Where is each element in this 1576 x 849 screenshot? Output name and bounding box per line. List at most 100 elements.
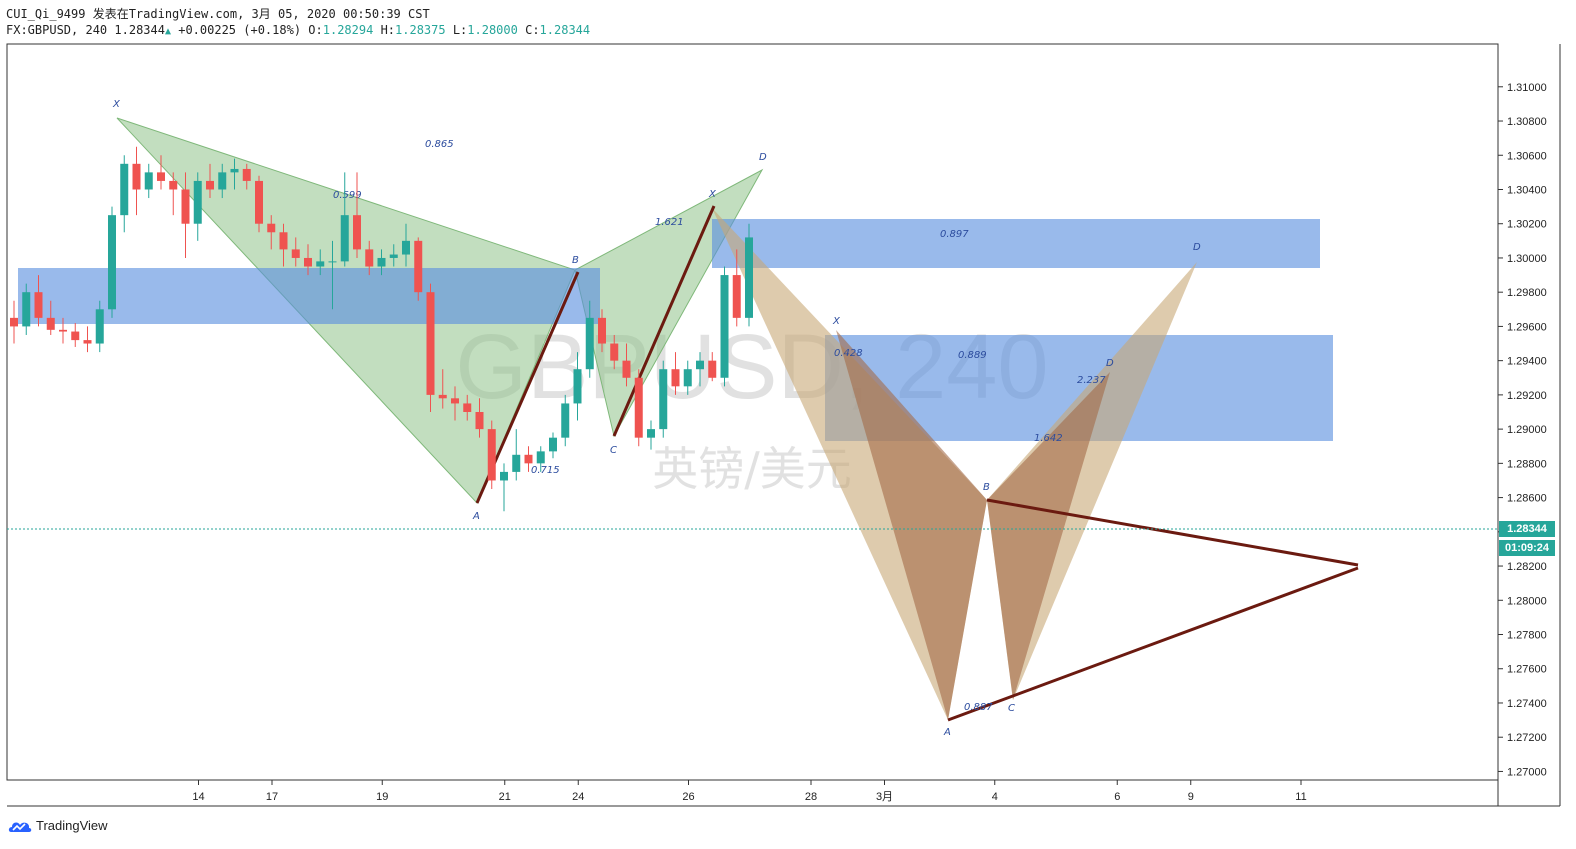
candle-body[interactable]	[585, 317, 594, 370]
candle-body[interactable]	[573, 369, 582, 404]
y-tick-label: 1.27600	[1507, 664, 1547, 676]
time-axis[interactable]: 14 17 19 21 24 26 28 3月 4 6 9 11	[192, 780, 1307, 803]
label-a1: A	[472, 511, 480, 522]
candle-body[interactable]	[414, 240, 423, 293]
y-tick-label: 1.29400	[1507, 356, 1547, 368]
candle-body[interactable]	[524, 454, 533, 464]
candle-body[interactable]	[169, 180, 178, 190]
candle-body[interactable]	[218, 172, 227, 190]
candle-body[interactable]	[316, 261, 325, 267]
candle-body[interactable]	[745, 237, 753, 318]
candle-body[interactable]	[377, 257, 386, 267]
candle-body[interactable]	[671, 369, 680, 387]
candle-body[interactable]	[634, 377, 643, 438]
candle-body[interactable]	[255, 180, 263, 224]
brown-pattern-xab[interactable]	[836, 330, 987, 720]
label-b1: B	[572, 255, 579, 266]
candle-body[interactable]	[291, 249, 300, 258]
candle-body[interactable]	[720, 275, 729, 378]
candle-body[interactable]	[536, 451, 545, 464]
candle-body[interactable]	[708, 360, 717, 378]
x-tick-label: 9	[1188, 791, 1194, 803]
label-c1: C	[610, 445, 617, 456]
open-label: O:	[308, 23, 323, 37]
candle-body[interactable]	[451, 398, 459, 404]
candle-body[interactable]	[10, 317, 18, 327]
cloud-logo-icon	[8, 822, 32, 832]
candle-body[interactable]	[598, 317, 606, 344]
candle-body[interactable]	[402, 240, 410, 255]
candle-body[interactable]	[83, 340, 92, 344]
candle-body[interactable]	[267, 223, 276, 233]
candle-body[interactable]	[193, 180, 202, 224]
label-a2: A	[943, 727, 951, 738]
candle-body[interactable]	[353, 215, 361, 250]
candle-body[interactable]	[132, 163, 141, 190]
x-tick-label: 19	[376, 791, 388, 803]
y-tick-label: 1.30800	[1507, 116, 1547, 128]
up-arrow-icon: ▲	[164, 26, 171, 37]
x-tick-label: 21	[499, 791, 511, 803]
candle-body[interactable]	[561, 403, 570, 438]
candle-body[interactable]	[120, 163, 129, 216]
candle-body[interactable]	[59, 329, 67, 332]
candle-body[interactable]	[46, 317, 55, 330]
candle-body[interactable]	[512, 454, 521, 472]
y-tick-label: 1.28000	[1507, 595, 1547, 607]
candle-body[interactable]	[206, 180, 214, 190]
ratio-0865: 0.865	[425, 139, 454, 150]
publish-info: CUI_Qi_9499 发表在TradingView.com, 3月 05, 2…	[6, 7, 430, 21]
candle-body[interactable]	[610, 343, 619, 361]
candle-body[interactable]	[365, 249, 374, 267]
change-value: +0.00225 (+0.18%)	[178, 23, 302, 37]
candle-body[interactable]	[157, 172, 165, 181]
candle-body[interactable]	[95, 309, 104, 344]
candle-body[interactable]	[549, 437, 557, 452]
x-tick-label: 11	[1295, 791, 1306, 803]
y-tick-label: 1.30600	[1507, 150, 1547, 162]
candle-body[interactable]	[340, 215, 349, 262]
candle-body[interactable]	[659, 369, 668, 430]
candle-body[interactable]	[438, 394, 447, 399]
brown-pattern-bcd[interactable]	[987, 372, 1110, 700]
blue-zone-1[interactable]	[18, 268, 600, 324]
y-tick-label: 1.30400	[1507, 184, 1547, 196]
open-value: 1.28294	[322, 23, 374, 37]
candle-body[interactable]	[647, 429, 655, 438]
harmonic-pattern-drawings[interactable]: X A B C D X X A B C D D 0.865 0.599 0.71…	[18, 99, 1359, 738]
candle-body[interactable]	[181, 189, 190, 224]
candle-body[interactable]	[328, 261, 337, 263]
ratio-0889: 0.889	[958, 350, 987, 361]
candle-body[interactable]	[279, 232, 288, 250]
blue-zone-2[interactable]	[712, 219, 1320, 268]
label-d3: D	[1106, 358, 1114, 369]
candle-body[interactable]	[22, 292, 31, 327]
candle-body[interactable]	[463, 403, 472, 412]
label-d1: D	[759, 152, 767, 163]
candle-body[interactable]	[34, 292, 43, 318]
trendline-cx[interactable]	[612, 205, 716, 437]
candle-body[interactable]	[389, 254, 398, 258]
candle-body[interactable]	[304, 257, 312, 267]
candle-body[interactable]	[622, 360, 631, 378]
candle-body[interactable]	[696, 360, 704, 370]
triangle-upper-line[interactable]	[986, 498, 1359, 567]
symbol-label[interactable]: FX:GBPUSD, 240	[6, 23, 108, 37]
candle-body[interactable]	[487, 429, 496, 481]
candle-body[interactable]	[71, 331, 80, 341]
candle-body[interactable]	[475, 412, 484, 430]
candle-body[interactable]	[230, 168, 239, 173]
triangle-lower-line[interactable]	[947, 566, 1359, 722]
candle-body[interactable]	[426, 292, 435, 395]
candle-body[interactable]	[144, 172, 153, 190]
price-axis[interactable]: 1.31000 1.30800 1.30600 1.30400 1.30200 1.300…	[1498, 82, 1547, 779]
candle-body[interactable]	[500, 471, 508, 481]
candle-body[interactable]	[732, 275, 741, 318]
candle-body[interactable]	[108, 215, 116, 310]
candle-body[interactable]	[683, 369, 692, 387]
candle-body[interactable]	[242, 168, 251, 181]
close-value: 1.28344	[539, 23, 591, 37]
ratio-0715: 0.715	[531, 465, 560, 476]
tradingview-logo[interactable]: TradingView	[8, 818, 108, 833]
